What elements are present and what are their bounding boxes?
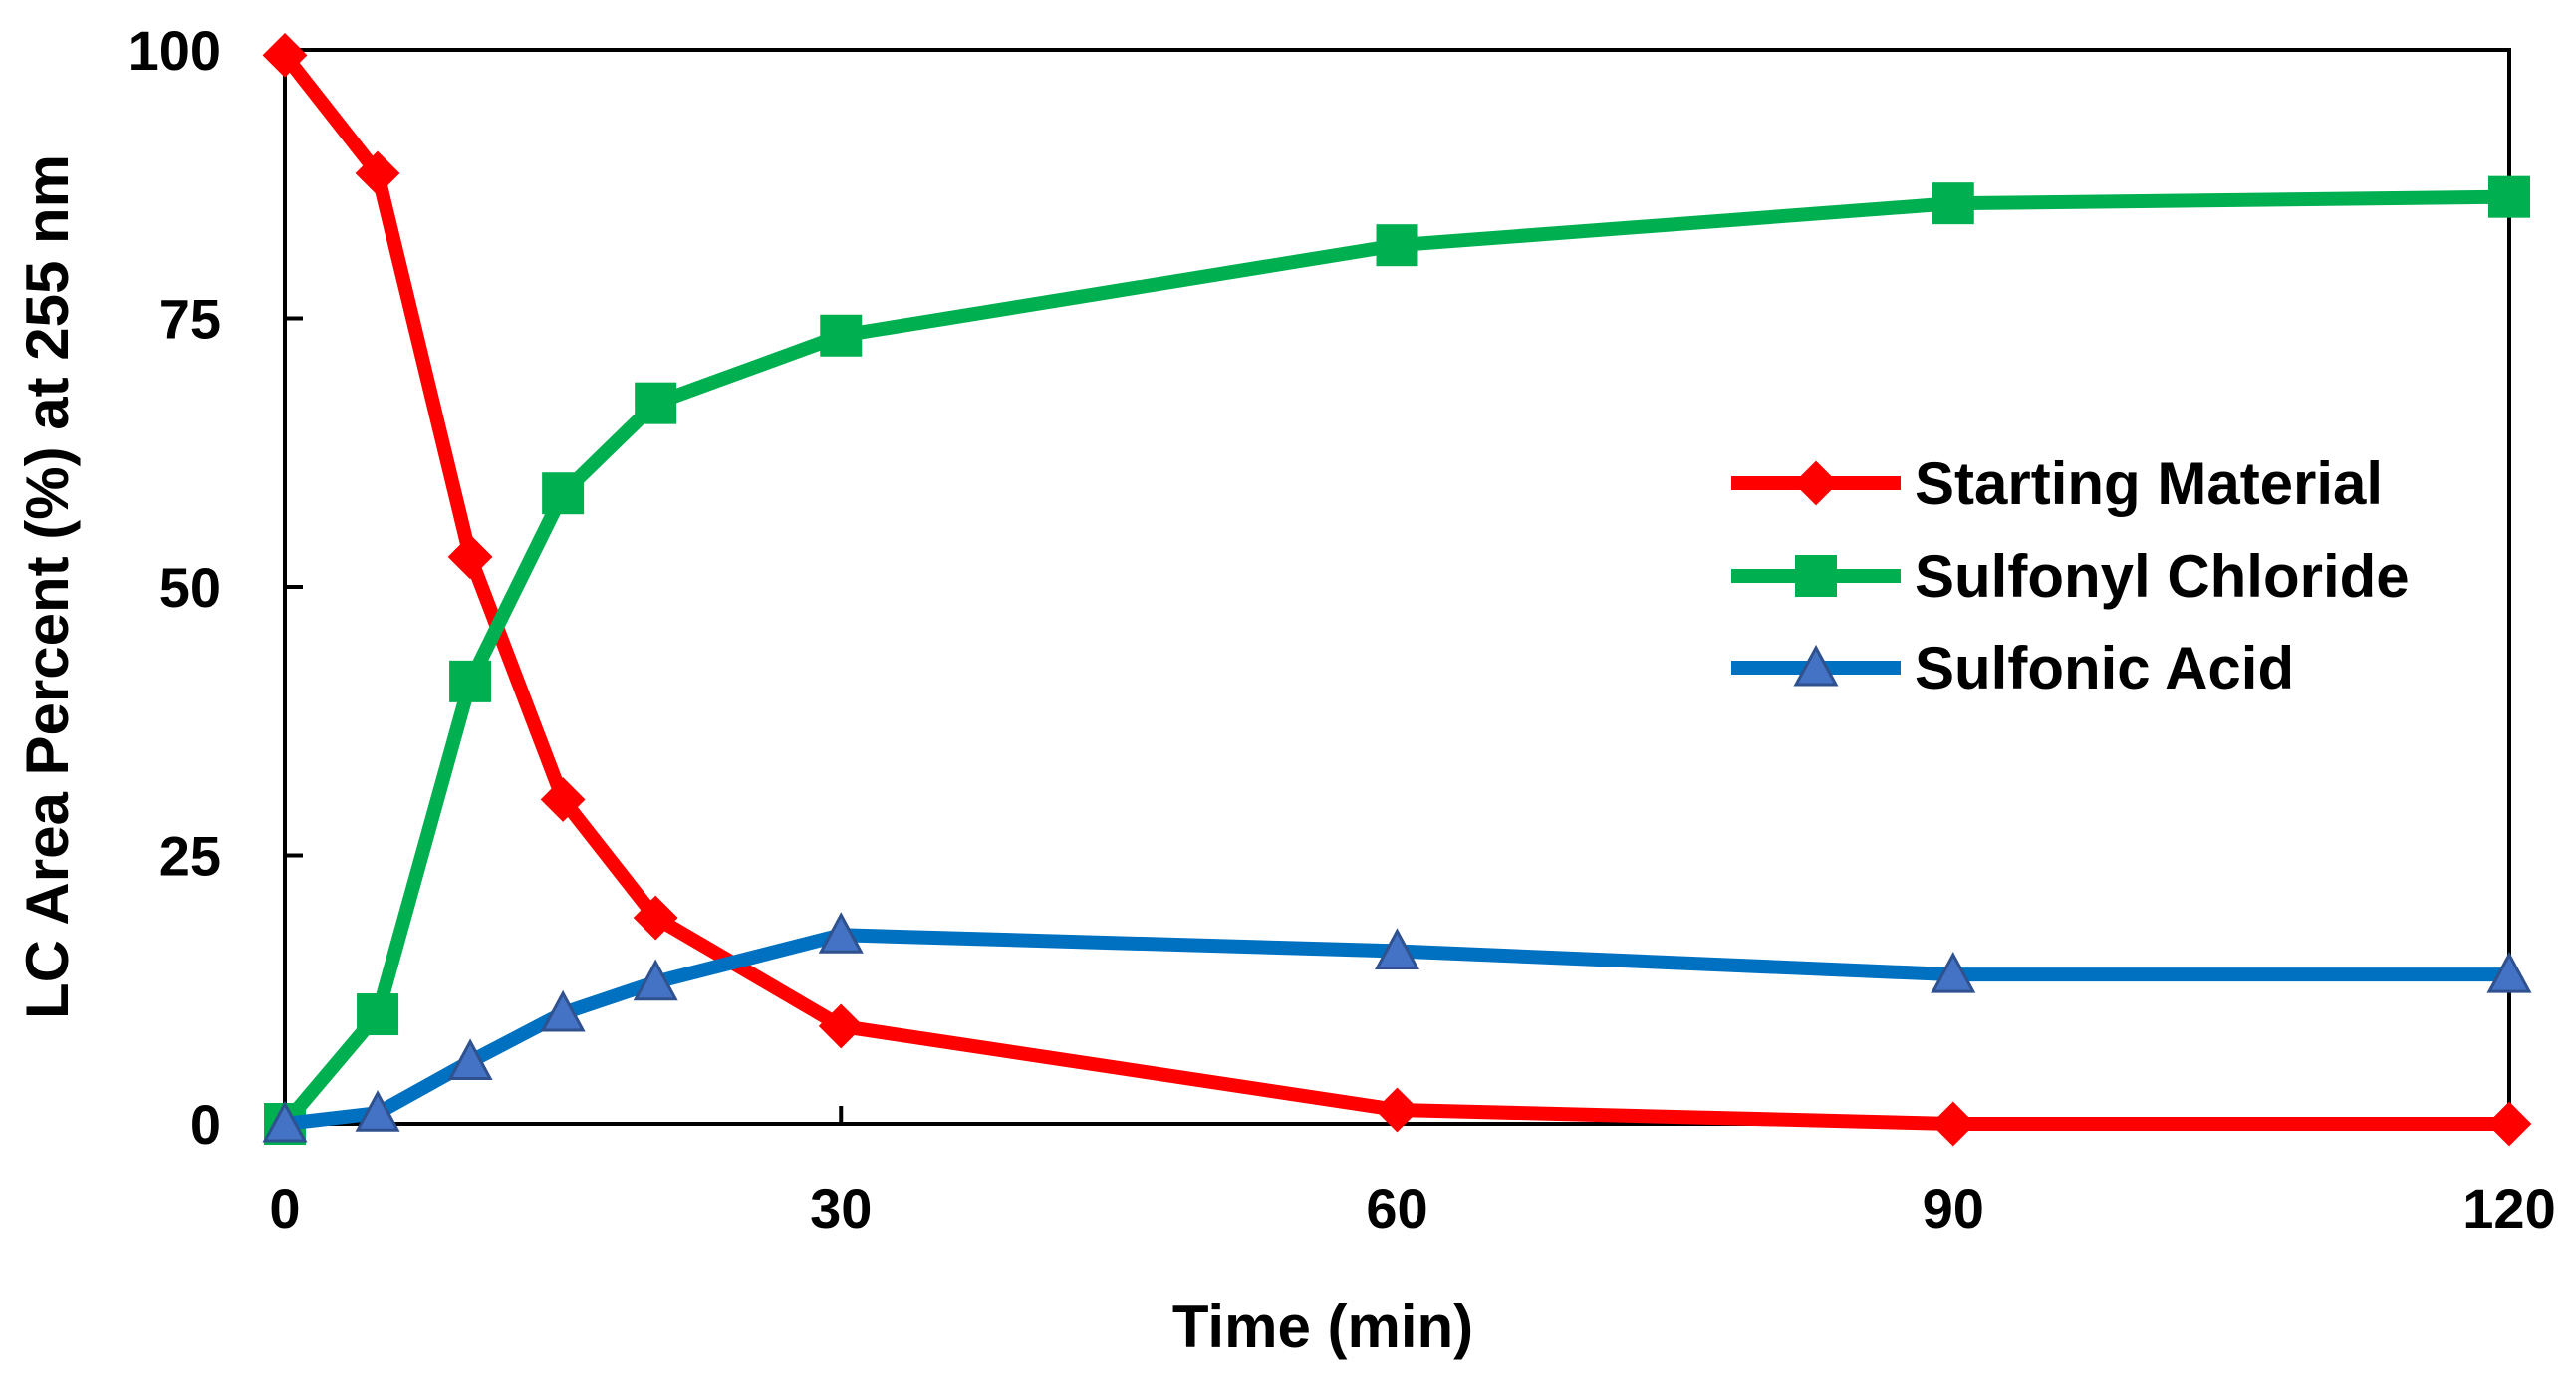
data-point-sulfonic-acid <box>355 1090 400 1132</box>
x-tick-label: 0 <box>269 1177 300 1240</box>
legend-label: Starting Material <box>1915 450 2383 517</box>
axis-ticks: 0 30 60 90 120 0 25 50 75 100 <box>129 19 2556 1240</box>
y-tick-label: 75 <box>159 288 221 351</box>
x-axis-title: Time (min) <box>1172 1293 1473 1360</box>
data-point-sulfonic-acid <box>633 959 678 1001</box>
series-starting-material <box>262 32 2532 1147</box>
legend-item-sulfonyl-chloride: Sulfonyl Chloride <box>1731 543 2410 610</box>
data-point-sulfonic-acid <box>2486 952 2532 993</box>
data-point-sulfonyl-chloride <box>820 314 863 357</box>
x-tick-label: 30 <box>810 1177 872 1240</box>
data-point-sulfonyl-chloride <box>1376 224 1418 267</box>
data-point-starting-material <box>447 534 493 580</box>
data-point-sulfonic-acid <box>447 1038 493 1080</box>
legend-label: Sulfonyl Chloride <box>1915 543 2410 610</box>
x-tick-label: 120 <box>2462 1177 2555 1240</box>
data-point-sulfonic-acid <box>262 1100 308 1143</box>
data-point-sulfonic-acid <box>540 989 586 1032</box>
legend-swatch-marker <box>1793 460 1839 506</box>
data-point-sulfonyl-chloride <box>449 660 492 702</box>
series-sulfonic-acid <box>262 912 2532 1143</box>
data-point-sulfonyl-chloride <box>2488 175 2530 218</box>
y-tick-label: 0 <box>190 1093 221 1156</box>
y-tick-label: 50 <box>159 556 221 619</box>
data-point-starting-material <box>262 32 308 78</box>
legend-swatch-marker <box>1795 555 1837 597</box>
data-point-sulfonyl-chloride <box>635 382 677 424</box>
data-point-sulfonyl-chloride <box>357 993 399 1036</box>
data-point-starting-material <box>633 895 678 941</box>
data-point-starting-material <box>355 150 400 196</box>
y-tick-label: 100 <box>129 19 221 82</box>
series-group <box>262 32 2532 1147</box>
data-point-sulfonic-acid <box>1931 952 1976 993</box>
legend: Starting Material Sulfonyl Chloride Sulfon… <box>1731 450 2410 701</box>
x-tick-label: 60 <box>1366 1177 1427 1240</box>
x-tick-label: 90 <box>1923 1177 1984 1240</box>
y-axis-title: LC Area Percent (%) at 255 nm <box>14 154 81 1019</box>
legend-label: Sulfonic Acid <box>1915 635 2294 701</box>
data-point-starting-material <box>2486 1101 2532 1147</box>
data-point-starting-material <box>1931 1101 1976 1147</box>
data-point-starting-material <box>818 1003 864 1049</box>
data-point-sulfonyl-chloride <box>542 472 585 515</box>
legend-item-sulfonic-acid: Sulfonic Acid <box>1731 635 2294 701</box>
data-point-sulfonic-acid <box>1374 928 1420 969</box>
data-point-sulfonic-acid <box>818 912 864 954</box>
data-point-starting-material <box>1375 1087 1419 1133</box>
legend-swatch-marker <box>1793 644 1839 687</box>
data-point-sulfonyl-chloride <box>1932 182 1974 225</box>
y-tick-label: 25 <box>159 825 221 888</box>
data-point-starting-material <box>540 777 586 822</box>
legend-item-starting-material: Starting Material <box>1731 450 2383 517</box>
